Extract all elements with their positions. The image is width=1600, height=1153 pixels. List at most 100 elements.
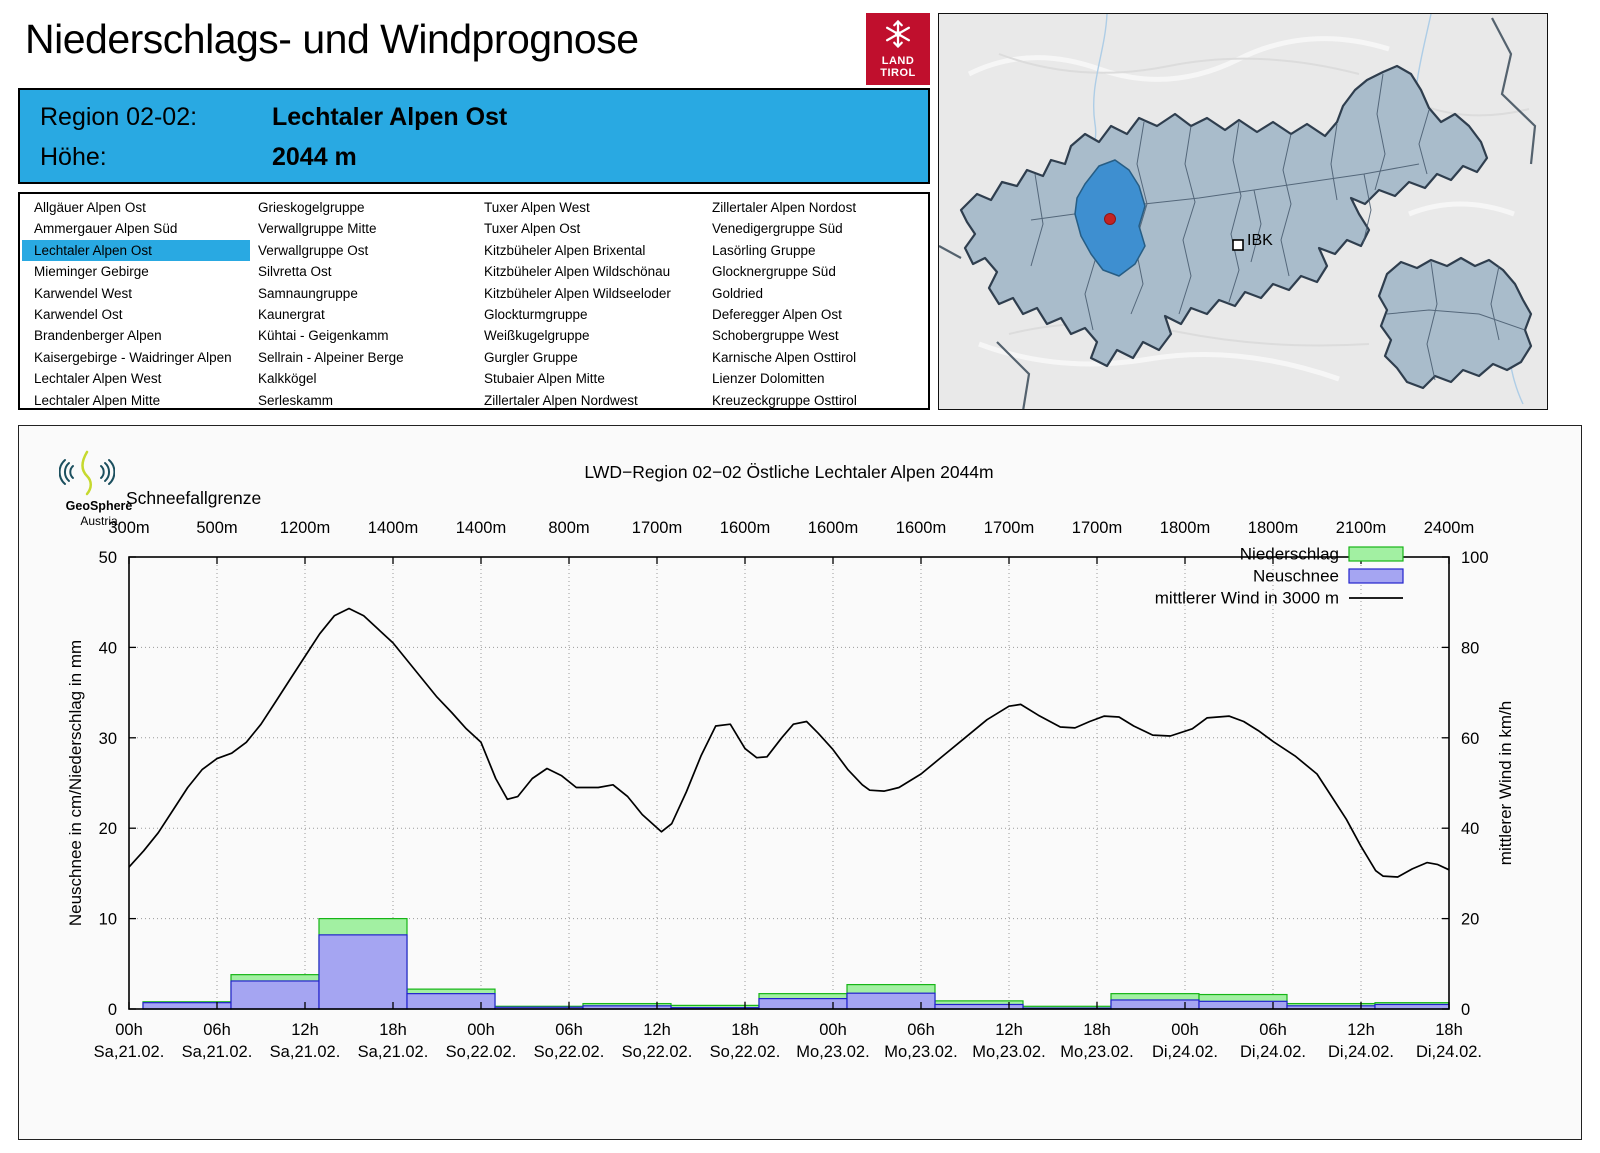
geosphere-brand-sub: Austria bbox=[80, 514, 118, 528]
snowline-value: 1700m bbox=[1072, 519, 1122, 537]
region-list-item[interactable]: Lechtaler Alpen West bbox=[34, 371, 162, 387]
x-tick-date: Sa,21.02. bbox=[94, 1043, 165, 1061]
snowline-value: 800m bbox=[548, 519, 589, 537]
selected-region-dot bbox=[1104, 213, 1116, 225]
snow-bar bbox=[846, 992, 936, 1010]
y-tick-label-right: 100 bbox=[1461, 549, 1489, 567]
region-list-item[interactable]: Silvretta Ost bbox=[258, 264, 332, 280]
region-list-item[interactable]: Kalkkögel bbox=[258, 371, 317, 387]
region-list-item[interactable]: Tuxer Alpen West bbox=[484, 200, 590, 215]
land-tirol-logo: LAND TIROL bbox=[866, 13, 930, 85]
snow-bar bbox=[318, 934, 408, 1010]
snowline-value: 1800m bbox=[1248, 519, 1298, 537]
region-list-item[interactable]: Kitzbüheler Alpen Brixental bbox=[484, 242, 646, 258]
altitude-value: 2044 m bbox=[272, 143, 357, 171]
region-list-item[interactable]: Kreuzeckgruppe Osttirol bbox=[712, 392, 857, 408]
legend-swatch bbox=[1348, 568, 1404, 584]
x-tick-date: So,22.02. bbox=[622, 1043, 693, 1061]
region-list-item[interactable]: Kaunergrat bbox=[258, 306, 325, 322]
wind-line bbox=[128, 607, 1450, 878]
region-list-item[interactable]: Karwendel West bbox=[34, 285, 133, 301]
x-tick-time: 00h bbox=[467, 1021, 495, 1039]
x-tick-time: 12h bbox=[1347, 1021, 1375, 1039]
x-tick-time: 18h bbox=[1083, 1021, 1111, 1039]
region-list-item[interactable]: Ammergauer Alpen Süd bbox=[34, 221, 178, 237]
x-tick-date: Di,24.02. bbox=[1152, 1043, 1218, 1061]
region-list-item[interactable]: Zillertaler Alpen Nordwest bbox=[484, 392, 638, 408]
snow-bar bbox=[758, 998, 848, 1010]
region-list-column: Tuxer Alpen West Tuxer Alpen Ost Kitzbühel… bbox=[472, 197, 700, 411]
y-tick-label-left: 0 bbox=[108, 1001, 117, 1019]
x-tick-time: 00h bbox=[115, 1021, 143, 1039]
region-list-item[interactable]: Grieskogelgruppe bbox=[258, 200, 365, 215]
snowline-value: 1800m bbox=[1160, 519, 1210, 537]
region-list-column: Grieskogelgruppe Verwallgruppe Mitte Verwa… bbox=[246, 197, 472, 411]
region-list-item[interactable]: Allgäuer Alpen Ost bbox=[34, 200, 146, 215]
region-list-item[interactable]: Kitzbüheler Alpen Wildschönau bbox=[484, 264, 671, 280]
region-list-item[interactable]: Kitzbüheler Alpen Wildseeloder bbox=[484, 285, 671, 301]
region-list-item[interactable]: Weißkugelgruppe bbox=[484, 328, 590, 344]
region-list-item[interactable]: Sellrain - Alpeiner Berge bbox=[258, 349, 404, 365]
region-list-item[interactable]: Glocknergruppe Süd bbox=[712, 264, 836, 280]
x-tick-time: 06h bbox=[1259, 1021, 1287, 1039]
map-relief bbox=[967, 36, 1515, 382]
region-list-item[interactable]: Karnische Alpen Osttirol bbox=[712, 349, 857, 365]
x-tick-time: 18h bbox=[1435, 1021, 1463, 1039]
x-tick-date: So,22.02. bbox=[710, 1043, 781, 1061]
region-list-item[interactable]: Lasörling Gruppe bbox=[712, 242, 816, 258]
region-list-item[interactable]: Zillertaler Alpen Nordost bbox=[712, 200, 857, 215]
x-tick-time: 12h bbox=[291, 1021, 319, 1039]
region-list-item[interactable]: Lechtaler Alpen Mitte bbox=[34, 392, 161, 408]
snowline-value: 1600m bbox=[720, 519, 770, 537]
region-list-item[interactable]: Venedigergruppe Süd bbox=[712, 221, 843, 237]
region-list-column: Zillertaler Alpen Nordost Venedigergruppe… bbox=[700, 197, 930, 411]
forecast-chart-panel: GeoSphere Austria LWD−Region 02−02 Östli… bbox=[18, 425, 1582, 1140]
y-tick-label-left: 10 bbox=[99, 911, 117, 929]
y-tick-label-right: 60 bbox=[1461, 730, 1479, 748]
region-list-item[interactable]: Mieminger Gebirge bbox=[34, 264, 149, 280]
region-list-item[interactable]: Stubaier Alpen Mitte bbox=[484, 371, 605, 387]
region-list-item[interactable]: Samnaungruppe bbox=[258, 285, 358, 301]
region-list-item[interactable]: Kaisergebirge - Waidringer Alpen bbox=[34, 349, 232, 365]
legend-label: mittlerer Wind in 3000 m bbox=[1155, 589, 1339, 608]
region-list-item[interactable]: Schobergruppe West bbox=[712, 328, 839, 344]
region-list-item[interactable]: Serleskamm bbox=[258, 392, 334, 408]
snowline-value: 2100m bbox=[1336, 519, 1386, 537]
region-list: Allgäuer Alpen Ost Ammergauer Alpen Süd Le… bbox=[18, 192, 930, 410]
region-list-item[interactable]: Glockturmgruppe bbox=[484, 306, 588, 322]
region-list-item-selected[interactable]: Lechtaler Alpen Ost bbox=[22, 239, 250, 262]
y-tick-label-right: 0 bbox=[1461, 1001, 1470, 1019]
y-tick-label-left: 40 bbox=[99, 639, 117, 657]
y-tick-label-left: 20 bbox=[99, 820, 117, 838]
region-list-item[interactable]: Kühtai - Geigenkamm bbox=[258, 328, 389, 344]
region-list-item[interactable]: Lienzer Dolomitten bbox=[712, 371, 825, 387]
x-tick-date: Sa,21.02. bbox=[182, 1043, 253, 1061]
region-list-column: Allgäuer Alpen Ost Ammergauer Alpen Süd Le… bbox=[22, 197, 250, 411]
region-list-item[interactable]: Verwallgruppe Ost bbox=[258, 242, 369, 258]
logo-land-text: LAND bbox=[881, 55, 915, 67]
region-list-item[interactable]: Deferegger Alpen Ost bbox=[712, 306, 842, 322]
axis-ticks bbox=[128, 556, 1450, 1010]
snow-bar bbox=[142, 1002, 232, 1010]
region-list-item[interactable]: Goldried bbox=[712, 285, 764, 301]
y-tick-label-left: 50 bbox=[99, 549, 117, 567]
snow-bar bbox=[1110, 999, 1200, 1010]
snowline-value: 1400m bbox=[368, 519, 418, 537]
x-tick-date: Sa,21.02. bbox=[270, 1043, 341, 1061]
snowline-value: 300m bbox=[108, 519, 149, 537]
legend-label: Niederschlag bbox=[1240, 545, 1339, 564]
snow-bar bbox=[230, 980, 320, 1010]
logo-tirol-text: TIROL bbox=[880, 67, 916, 79]
region-list-item[interactable]: Tuxer Alpen Ost bbox=[484, 221, 581, 237]
y-tick-label-left: 30 bbox=[99, 730, 117, 748]
x-tick-time: 06h bbox=[907, 1021, 935, 1039]
snowline-value: 2400m bbox=[1424, 519, 1474, 537]
x-tick-date: Mo,23.02. bbox=[1060, 1043, 1133, 1061]
snowline-value: 500m bbox=[196, 519, 237, 537]
legend-label: Neuschnee bbox=[1253, 567, 1339, 586]
region-list-item[interactable]: Gurgler Gruppe bbox=[484, 349, 578, 365]
geosphere-logo-icon bbox=[59, 450, 115, 496]
region-list-item[interactable]: Karwendel Ost bbox=[34, 306, 123, 322]
region-list-item[interactable]: Brandenberger Alpen bbox=[34, 328, 162, 344]
region-list-item[interactable]: Verwallgruppe Mitte bbox=[258, 221, 377, 237]
